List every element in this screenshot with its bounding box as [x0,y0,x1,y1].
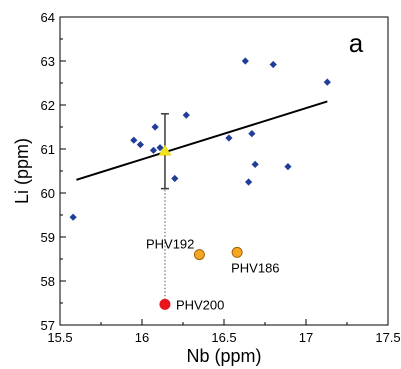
orange-circle-data-point [231,246,243,258]
diamond-data-point [182,111,190,119]
diamond-data-point [156,144,164,152]
data-points [69,57,331,310]
point-label-phv186: PHV186 [231,260,279,275]
x-tick-label: 16.5 [211,330,236,345]
diamond-data-point [130,136,138,144]
diamond-data-point [269,60,277,69]
diamond-data-point [225,134,233,142]
point-label-phv200: PHV200 [176,297,224,312]
x-axis-label: Nb (ppm) [186,346,261,366]
axis-ticks [59,16,389,326]
y-tick-label: 57 [41,318,55,333]
y-tick-label: 60 [41,186,55,201]
x-tick-label: 15.5 [47,330,72,345]
diamond-data-point [151,123,159,131]
triangle-data-point [158,144,172,156]
diamond-data-point [251,160,259,168]
y-tick-label: 64 [41,10,55,25]
y-tick-label: 58 [41,274,55,289]
plot-area [59,16,389,326]
panel-label: a [349,28,364,58]
tick-labels: 15.5 16 16.5 17 17.5 57 58 59 60 61 62 63 64 [41,10,401,345]
x-tick-label: 17 [299,330,313,345]
diamond-data-point [241,57,249,65]
trend-line [76,100,328,181]
plot-frame [59,16,389,326]
diamond-data-point [171,174,179,183]
diamond-data-point [323,78,331,86]
orange-circle-data-point [193,249,205,261]
x-tick-label: 17.5 [375,330,400,345]
diamond-data-point [69,213,77,221]
x-tick-label: 16 [135,330,149,345]
point-label-phv192: PHV192 [146,237,194,252]
y-tick-label: 63 [41,54,55,69]
diamond-data-point [149,146,158,154]
point-labels: PHV192 PHV186 PHV200 [146,237,280,313]
diamond-data-point [248,130,256,138]
red-circle-data-point [159,298,171,310]
y-tick-label: 61 [41,142,55,157]
diamond-data-point [245,178,253,186]
y-tick-label: 62 [41,98,55,113]
y-axis-label: Li (ppm) [12,138,32,204]
y-tick-label: 59 [41,230,55,245]
diamond-data-point [284,163,292,171]
diamond-data-point [136,141,144,149]
